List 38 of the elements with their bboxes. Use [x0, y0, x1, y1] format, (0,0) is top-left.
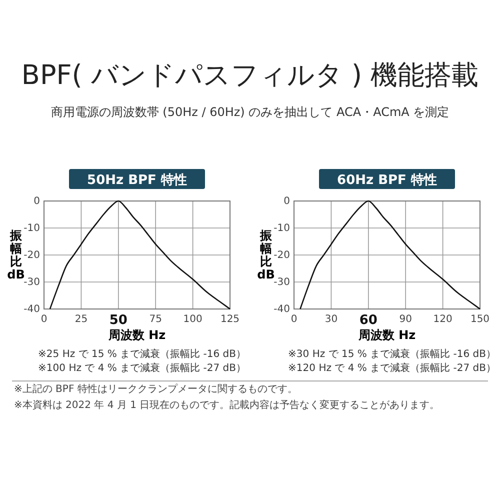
chart-title: 50Hz BPF 特性 [87, 173, 187, 188]
y-tick-label: -30 [24, 277, 40, 288]
y-tick-label: -10 [24, 223, 40, 234]
text: ※120 Hz で 4 % まで減衰（振幅比 -27 dB） [288, 362, 496, 374]
text: ※25 Hz で 15 % まで減衰（振幅比 -16 dB） [38, 348, 246, 360]
chart-title: 60Hz BPF 特性 [337, 173, 437, 188]
x-axis-title: 周波数 Hz [107, 328, 166, 342]
text: ※本資料は 2022 年 4 月 1 日現在のものです。記載内容は予告なく変更することがあります。 [14, 399, 440, 411]
x-tick-label: 90 [399, 314, 412, 326]
y-tick-label: -30 [274, 277, 290, 288]
text: BPF( バンドパスフィルタ ) 機能搭載 [21, 60, 479, 91]
x-tick-label: 120 [433, 314, 452, 326]
x-tick-label: 75 [149, 314, 162, 326]
text: ※上記の BPF 特性はリーククランプメータに関するものです。 [14, 383, 298, 395]
x-tick-label: 60 [359, 313, 378, 328]
y-tick-label: -20 [24, 250, 40, 262]
y-tick-label: -10 [274, 223, 290, 234]
x-tick-label: 0 [290, 314, 298, 326]
text: ※30 Hz で 15 % まで減衰（振幅比 -16 dB） [288, 348, 496, 360]
x-axis-title: 周波数 Hz [357, 328, 416, 342]
y-axis-title: 振幅比 dB [257, 228, 275, 282]
x-tick-label: 30 [324, 314, 338, 326]
x-tick-label: 125 [220, 314, 240, 326]
text: ※100 Hz で 4 % まで減衰（振幅比 -27 dB） [38, 362, 246, 374]
y-tick-label: -40 [274, 304, 290, 316]
x-tick-label: 150 [470, 314, 490, 326]
text: 商用電源の周波数帯 (50Hz / 60Hz) のみを抽出して ACA・ACmA を測定 [50, 105, 450, 119]
y-axis-title: 振幅比 dB [7, 228, 25, 282]
y-tick-label: 0 [284, 196, 290, 208]
y-tick-label: -20 [274, 250, 290, 262]
x-tick-label: 0 [40, 314, 48, 326]
x-tick-label: 25 [74, 314, 88, 326]
line-series [300, 200, 481, 310]
y-tick-label: -40 [24, 304, 40, 316]
line-series [49, 200, 231, 310]
x-tick-label: 50 [109, 313, 128, 328]
y-tick-label: 0 [34, 196, 40, 208]
x-tick-label: 100 [183, 314, 202, 326]
